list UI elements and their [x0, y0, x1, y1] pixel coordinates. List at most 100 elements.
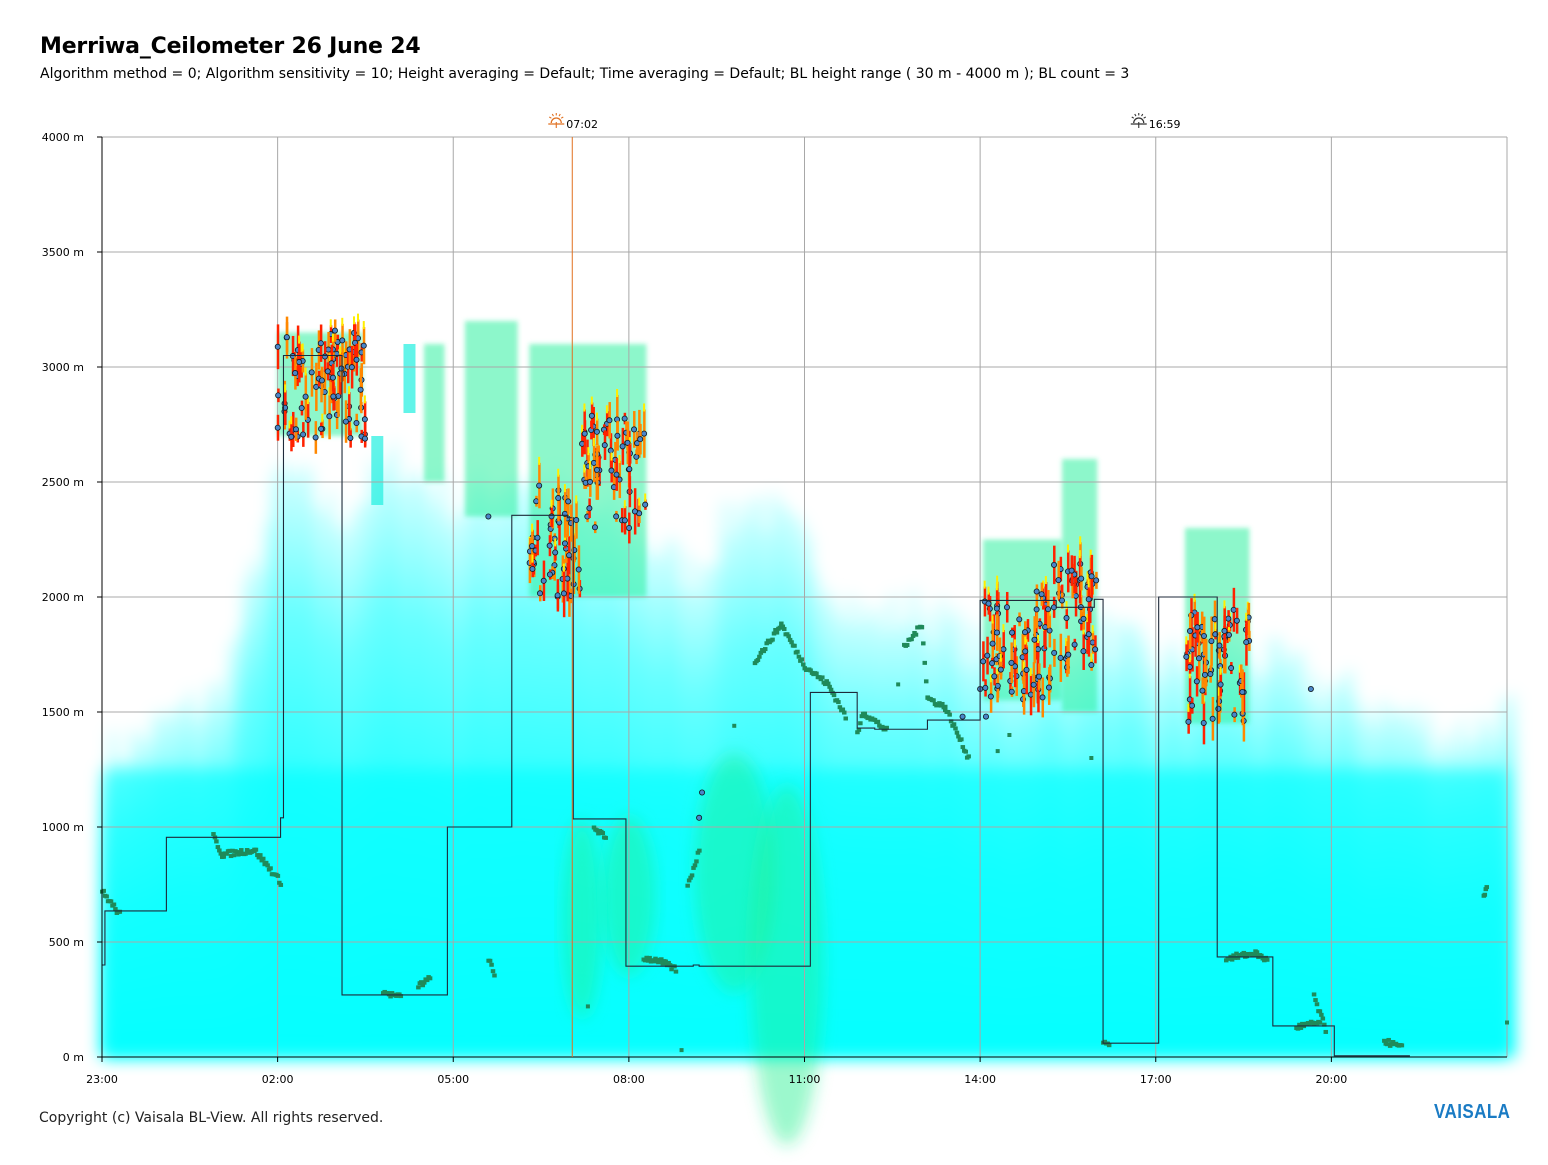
bl-marker — [1482, 892, 1488, 897]
cloud-signal-edge — [991, 615, 994, 624]
bl-marker — [239, 848, 244, 853]
x-tick-label: 02:00 — [262, 1073, 294, 1086]
cloud-base-marker — [1078, 575, 1085, 582]
haze-column — [1197, 627, 1207, 1057]
haze-column — [1303, 695, 1312, 1057]
cloud-signal-edge — [1029, 667, 1032, 676]
bl-marker — [1313, 998, 1318, 1003]
bl-marker — [784, 632, 790, 637]
cloud-base-marker — [994, 629, 1001, 636]
cloud-signal-edge — [999, 653, 1002, 662]
bl-marker — [231, 853, 237, 858]
haze-column — [909, 588, 919, 1057]
haze-column — [923, 610, 933, 1057]
haze-column — [1464, 740, 1474, 1057]
x-tick-label: 05:00 — [437, 1073, 469, 1086]
bl-marker — [1232, 955, 1238, 960]
cloud-signal-edge — [563, 484, 566, 493]
bl-marker — [801, 662, 806, 667]
bl-marker — [101, 888, 106, 893]
haze-column — [1436, 741, 1445, 1057]
sun-ray — [1141, 113, 1144, 117]
cloud-base-marker — [994, 682, 1001, 689]
haze-column — [888, 592, 897, 1057]
bl-marker — [275, 873, 281, 878]
bl-marker — [817, 675, 822, 680]
bl-marker — [1323, 1029, 1329, 1034]
bl-marker — [237, 851, 243, 856]
cloud-signal-edge — [616, 388, 619, 397]
bl-marker — [427, 976, 433, 981]
haze-column — [284, 467, 293, 1057]
cloud-signal-edge — [304, 367, 307, 376]
bl-marker — [837, 705, 843, 710]
bl-marker — [1389, 1042, 1394, 1047]
bl-marker — [594, 828, 600, 833]
cloud-base-marker — [1055, 577, 1062, 584]
cloud-base-marker — [342, 418, 349, 425]
cloud-base-marker — [560, 590, 567, 597]
haze-column — [607, 494, 616, 1057]
cloud-base-marker — [298, 405, 305, 412]
haze-column — [1218, 637, 1228, 1057]
y-tick-label: 4000 m — [42, 131, 84, 144]
cloud-base-marker — [1230, 606, 1237, 613]
bl-marker — [787, 637, 793, 642]
haze-column — [1043, 630, 1052, 1057]
bl-marker — [642, 958, 648, 963]
haze-column — [1275, 638, 1284, 1057]
cloud-base-marker — [1085, 631, 1092, 638]
cloud-base-marker — [288, 433, 295, 440]
haze-column — [354, 502, 364, 1057]
cloud-base-marker — [1215, 705, 1222, 712]
cloud-base-marker — [348, 364, 355, 371]
cloud-base-marker — [536, 482, 543, 489]
haze-column — [1127, 621, 1136, 1057]
bl-marker — [1505, 1020, 1509, 1025]
cloud-base-marker — [1031, 636, 1038, 643]
haze-column — [333, 524, 343, 1057]
haze-column — [902, 619, 912, 1057]
green-signal-patch — [750, 785, 824, 1145]
cloud-signal-edge — [301, 343, 304, 352]
cloud-base-marker — [641, 430, 648, 437]
haze-column — [579, 500, 588, 1057]
cloud-base-marker — [1217, 681, 1224, 688]
haze-column — [439, 470, 448, 1058]
bl-marker — [490, 969, 496, 974]
cloud-base-marker — [308, 369, 315, 376]
cloud-base-marker — [360, 342, 367, 349]
haze-column — [895, 628, 905, 1057]
haze-column — [116, 761, 125, 1057]
haze-column — [642, 547, 652, 1057]
haze-column — [256, 570, 265, 1057]
haze-column — [1268, 636, 1277, 1057]
cloud-base-marker — [613, 471, 620, 478]
bl-marker — [685, 883, 690, 888]
haze-column — [1352, 698, 1361, 1057]
haze-column — [137, 735, 146, 1057]
haze-column — [474, 468, 483, 1057]
bl-marker — [603, 835, 608, 840]
cloud-base-marker — [339, 337, 346, 344]
cloud-base-marker — [347, 435, 354, 442]
haze-column — [368, 459, 378, 1057]
sunrise-label: 07:02 — [566, 118, 598, 131]
cloud-signal-edge — [300, 344, 303, 353]
haze-column — [537, 479, 546, 1057]
cloud-signal-edge — [1217, 687, 1220, 696]
bl-marker — [827, 684, 832, 689]
bl-marker — [278, 882, 284, 887]
bl-marker — [695, 850, 701, 855]
haze-column — [692, 591, 701, 1057]
bl-marker — [1298, 1025, 1304, 1030]
bl-marker — [420, 983, 426, 988]
cloud-base-layer — [274, 313, 1314, 821]
bl-marker — [424, 978, 430, 983]
haze-column — [1450, 751, 1459, 1057]
cloud-signal-edge — [605, 405, 608, 414]
haze-column — [1324, 686, 1333, 1057]
cloud-signal-edge — [1187, 703, 1190, 712]
haze-column — [123, 762, 132, 1057]
